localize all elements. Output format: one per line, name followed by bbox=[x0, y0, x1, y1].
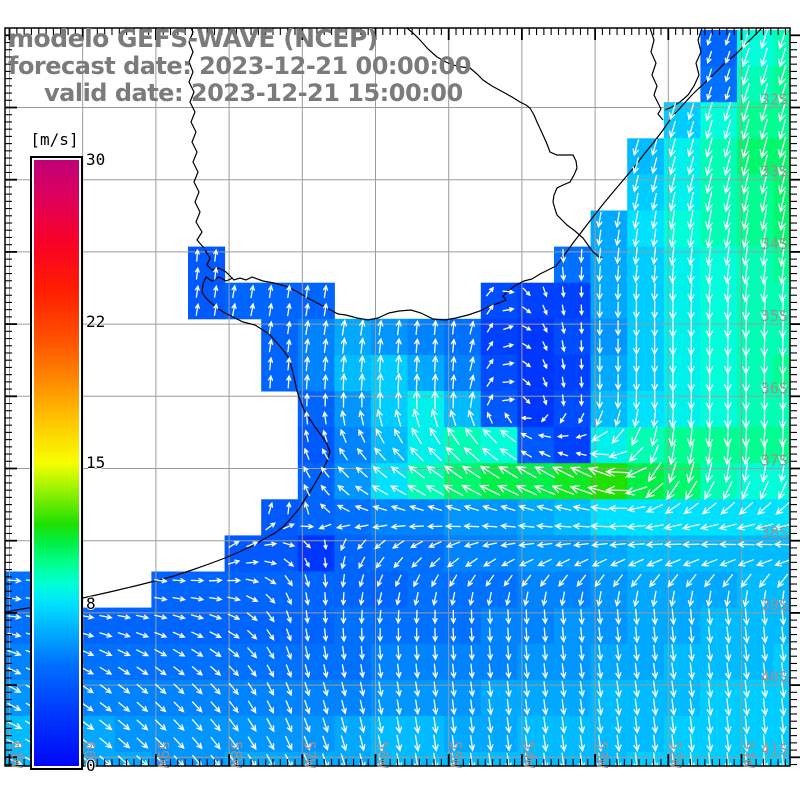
forecast-date: forecast date: 2023-12-21 00:00:00 bbox=[8, 52, 471, 80]
colorbar-tick-label: 15 bbox=[86, 453, 106, 472]
wind-arrows bbox=[6, 29, 790, 766]
lat-label: 39S bbox=[761, 596, 788, 614]
lon-label: 56W bbox=[374, 741, 392, 769]
wind-speed-cells bbox=[5, 30, 790, 766]
lat-label: 33S bbox=[761, 163, 788, 181]
lat-label: 32S bbox=[761, 91, 788, 109]
colorbar-tick-label: 0 bbox=[86, 756, 96, 775]
lon-label: 60W bbox=[81, 741, 99, 769]
lon-label: 52W bbox=[666, 741, 684, 769]
lon-label: 54W bbox=[520, 741, 538, 769]
lon-label: 51W bbox=[740, 741, 758, 769]
colorbar-gradient bbox=[34, 160, 79, 766]
lat-label: 35S bbox=[761, 307, 788, 325]
lat-label: 36S bbox=[761, 379, 788, 397]
colorbar bbox=[30, 156, 83, 770]
graticule-labels: 32S 33S 34S 35S 36S 37S 38S 39S 40S 41S 61W 60W 59W 5… bbox=[8, 91, 789, 770]
lon-label: 55W bbox=[447, 741, 465, 769]
lon-label: 59W bbox=[154, 741, 172, 769]
lat-label: 38S bbox=[761, 524, 788, 542]
colorbar-unit-label: [m/s] bbox=[30, 130, 79, 149]
lon-label: 53W bbox=[593, 741, 611, 769]
lon-label: 58W bbox=[227, 741, 245, 769]
colorbar-tick-label: 30 bbox=[86, 150, 106, 169]
colorbar-tick-label: 22 bbox=[86, 311, 106, 331]
colorbar-tick-label: 8 bbox=[86, 594, 96, 614]
lon-label: 61W bbox=[8, 741, 26, 769]
model-title: modelo GEFS-WAVE (NCEP) bbox=[8, 24, 378, 53]
lon-label: 57W bbox=[300, 741, 318, 769]
lat-label: 40S bbox=[761, 668, 788, 686]
lat-label: 37S bbox=[761, 452, 788, 470]
lat-label: 34S bbox=[761, 235, 788, 253]
lat-label: 41S bbox=[761, 740, 788, 758]
valid-date: valid date: 2023-12-21 15:00:00 bbox=[44, 79, 463, 107]
